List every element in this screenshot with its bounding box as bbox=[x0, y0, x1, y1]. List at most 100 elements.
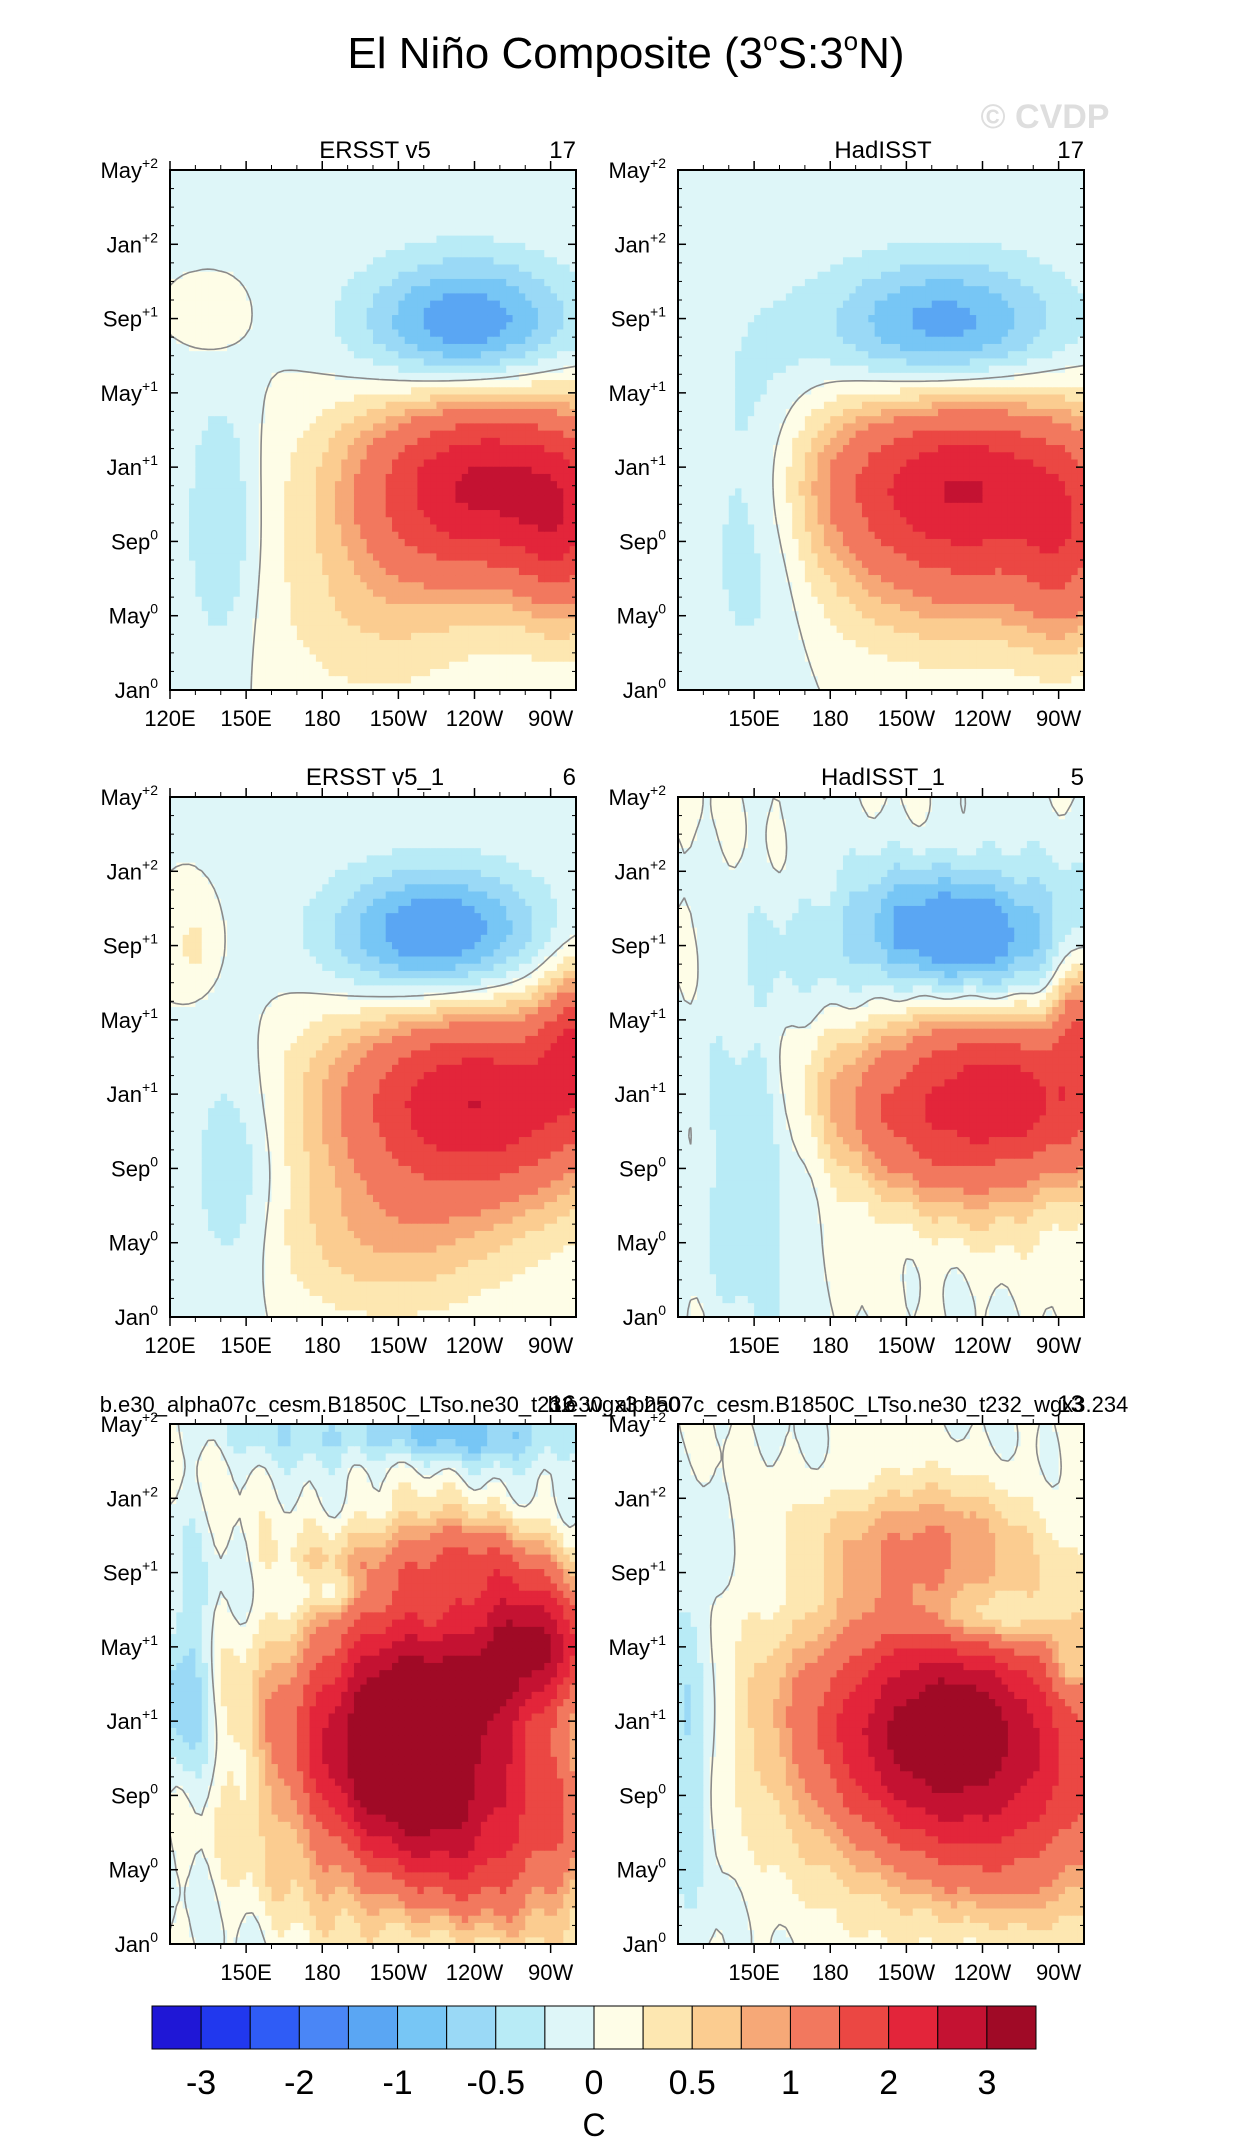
field-cell bbox=[201, 343, 209, 352]
field-cell bbox=[518, 249, 526, 258]
field-cell bbox=[569, 242, 576, 251]
field-cell bbox=[392, 523, 399, 532]
field-cell bbox=[556, 458, 564, 467]
field-cell bbox=[411, 625, 418, 633]
field-cell bbox=[436, 574, 444, 583]
field-cell bbox=[518, 545, 526, 554]
field-cell bbox=[569, 451, 576, 460]
field-cell bbox=[461, 661, 469, 669]
field-cell bbox=[246, 480, 254, 489]
field-cell bbox=[360, 487, 368, 496]
field-cell bbox=[284, 278, 292, 287]
field-cell bbox=[506, 271, 514, 279]
field-cell bbox=[449, 473, 457, 482]
field-cell bbox=[227, 552, 235, 561]
field-cell bbox=[252, 350, 260, 359]
field-cell bbox=[360, 430, 368, 438]
field-cell bbox=[233, 495, 241, 503]
field-cell bbox=[315, 401, 323, 409]
field-cell bbox=[277, 596, 285, 604]
field-cell bbox=[556, 206, 564, 214]
field-cell bbox=[189, 292, 196, 301]
field-cell bbox=[246, 560, 254, 568]
field-cell bbox=[379, 682, 387, 690]
field-cell bbox=[341, 235, 349, 243]
field-cell bbox=[252, 300, 260, 308]
field-cell bbox=[950, 668, 958, 677]
field-cell bbox=[525, 596, 533, 604]
field-cell bbox=[373, 242, 380, 251]
field-cell bbox=[442, 567, 450, 576]
field-cell bbox=[474, 567, 482, 576]
field-cell bbox=[341, 466, 349, 474]
field-cell bbox=[296, 581, 304, 590]
field-cell bbox=[411, 401, 418, 409]
field-cell bbox=[233, 451, 241, 460]
field-cell bbox=[284, 300, 292, 308]
field-cell bbox=[182, 379, 190, 388]
field-cell bbox=[398, 437, 406, 446]
field-cell bbox=[233, 307, 241, 316]
field-cell bbox=[392, 480, 399, 489]
field-cell bbox=[499, 350, 507, 359]
field-cell bbox=[328, 596, 336, 604]
field-cell bbox=[430, 263, 438, 272]
field-cell bbox=[537, 307, 545, 316]
field-cell bbox=[227, 668, 235, 677]
field-cell bbox=[334, 321, 342, 330]
field-cell bbox=[442, 668, 450, 677]
field-cell bbox=[277, 300, 285, 308]
field-cell bbox=[265, 480, 273, 489]
field-cell bbox=[531, 668, 539, 677]
field-cell bbox=[512, 321, 520, 330]
field-cell bbox=[334, 393, 342, 402]
field-cell bbox=[449, 444, 457, 453]
field-cell bbox=[170, 198, 177, 207]
field-cell bbox=[315, 213, 323, 222]
field-cell bbox=[430, 235, 438, 243]
field-cell bbox=[170, 523, 177, 532]
field-cell bbox=[366, 278, 374, 287]
field-cell bbox=[506, 639, 514, 648]
field-cell bbox=[461, 191, 469, 200]
field-cell bbox=[176, 451, 184, 460]
field-cell bbox=[512, 588, 520, 597]
field-cell bbox=[233, 292, 241, 301]
field-cell bbox=[569, 393, 576, 402]
field-cell bbox=[195, 307, 203, 316]
field-cell bbox=[537, 422, 545, 431]
field-cell bbox=[550, 198, 558, 207]
field-cell bbox=[309, 523, 317, 532]
field-cell bbox=[493, 451, 501, 460]
field-cell bbox=[569, 249, 576, 258]
field-cell bbox=[341, 198, 349, 207]
field-cell bbox=[379, 242, 387, 251]
field-cell bbox=[442, 545, 450, 554]
field-cell bbox=[480, 588, 488, 597]
field-cell bbox=[315, 516, 323, 525]
field-cell bbox=[182, 372, 190, 381]
field-cell bbox=[227, 437, 235, 446]
field-cell bbox=[201, 509, 209, 518]
field-cell bbox=[430, 314, 438, 323]
field-cell bbox=[569, 625, 576, 633]
field-cell bbox=[277, 639, 285, 648]
field-cell bbox=[563, 206, 571, 214]
field-cell bbox=[525, 379, 533, 388]
field-cell bbox=[309, 617, 317, 626]
field-cell bbox=[430, 444, 438, 453]
field-cell bbox=[341, 386, 349, 395]
field-cell bbox=[468, 509, 476, 518]
field-cell bbox=[449, 314, 457, 323]
field-cell bbox=[537, 610, 545, 619]
field-cell bbox=[271, 321, 279, 330]
field-cell bbox=[385, 401, 393, 409]
field-cell bbox=[741, 653, 749, 662]
field-cell bbox=[265, 661, 273, 669]
field-cell bbox=[309, 444, 317, 453]
field-cell bbox=[373, 451, 380, 460]
field-cell bbox=[518, 574, 526, 583]
field-cell bbox=[214, 451, 222, 460]
field-cell bbox=[512, 328, 520, 337]
field-cell bbox=[303, 321, 311, 330]
